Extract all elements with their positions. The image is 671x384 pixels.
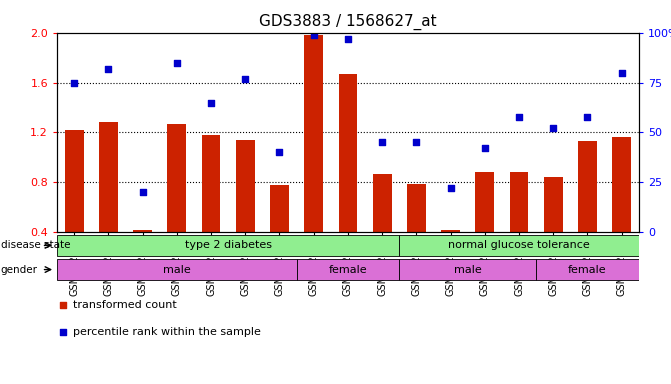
Point [616,70,627,76]
Point [479,146,490,152]
Text: disease state: disease state [1,240,70,250]
Text: female: female [329,265,367,275]
Bar [441,230,460,232]
Point [171,60,182,66]
Text: type 2 diabetes: type 2 diabetes [185,240,272,250]
FancyBboxPatch shape [399,259,536,280]
Point [205,99,216,106]
Bar [372,174,392,232]
Point [137,189,148,195]
Text: male: male [163,265,191,275]
Point [411,139,422,146]
Text: transformed count: transformed count [73,300,176,310]
Point [446,185,456,192]
Bar [612,137,631,232]
Point [377,139,388,146]
Point [582,113,592,119]
Bar [236,140,255,232]
FancyBboxPatch shape [57,259,297,280]
Bar [407,184,426,232]
Bar [99,122,118,232]
Bar [64,130,84,232]
Text: female: female [568,265,607,275]
Text: male: male [454,265,482,275]
Bar [201,135,221,232]
Text: gender: gender [1,265,38,275]
Point [342,36,353,42]
Bar [338,74,358,232]
Bar [167,124,187,232]
FancyBboxPatch shape [399,235,639,256]
Text: normal glucose tolerance: normal glucose tolerance [448,240,590,250]
FancyBboxPatch shape [536,259,639,280]
Point [58,301,68,308]
Point [103,66,114,72]
Title: GDS3883 / 1568627_at: GDS3883 / 1568627_at [259,14,437,30]
Bar [475,172,495,232]
Point [548,126,558,132]
Bar [509,172,529,232]
Bar [578,141,597,232]
Text: percentile rank within the sample: percentile rank within the sample [73,326,261,337]
Bar [133,230,152,232]
Point [240,76,251,82]
FancyBboxPatch shape [57,235,399,256]
Point [308,31,319,38]
Bar [544,177,563,232]
Point [274,149,285,156]
Point [58,328,68,334]
Point [513,113,524,119]
Bar [270,185,289,232]
FancyBboxPatch shape [297,259,399,280]
Point [69,79,79,86]
Bar [304,35,323,232]
